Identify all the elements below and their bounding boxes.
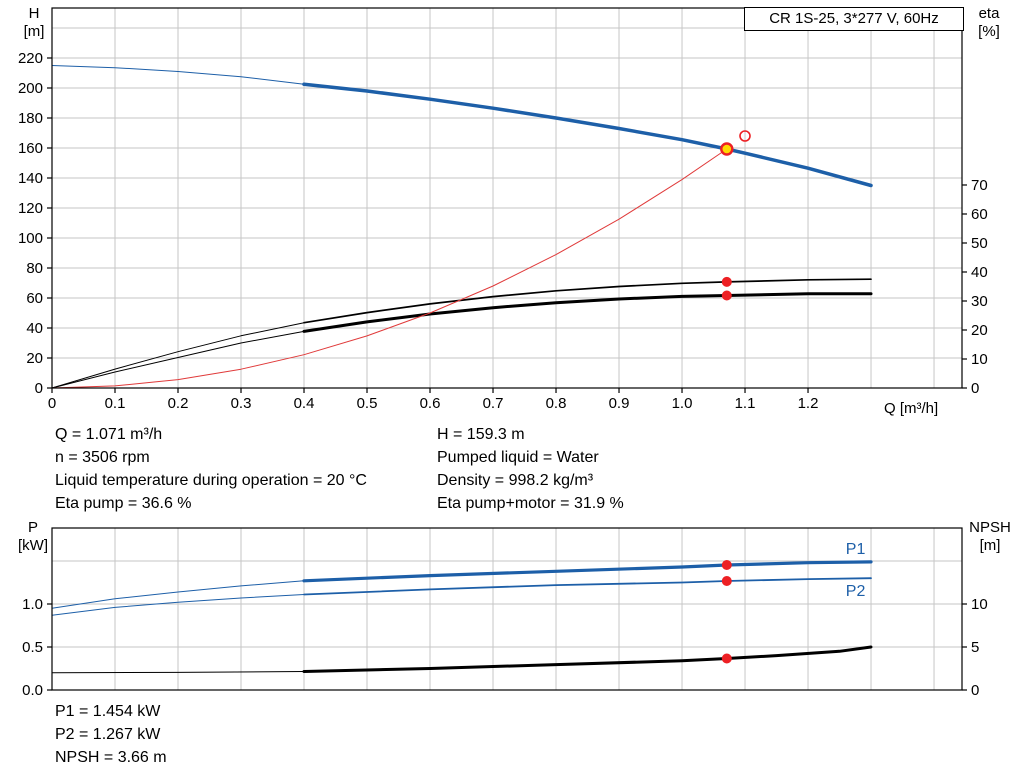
eta-axis-symbol: eta	[978, 5, 1000, 22]
head-curve	[302, 82, 873, 188]
p1-point	[721, 560, 732, 570]
info-line-liquid-temp: Liquid temperature during operation = 20…	[55, 472, 367, 489]
x-tick-label: 0.8	[546, 395, 567, 412]
right-tick-label: 10	[971, 596, 988, 613]
p1-curve	[302, 560, 873, 583]
right-tick-label: 70	[971, 177, 988, 194]
pump-title-box: CR 1S-25, 3*277 V, 60Hz	[744, 7, 964, 31]
x-tick-label: 0.1	[105, 395, 126, 412]
system-curve	[51, 148, 728, 389]
p-axis-symbol: P	[27, 519, 38, 536]
curve-label-p2: P2	[846, 583, 866, 600]
p-axis-unit: [kW]	[18, 537, 48, 554]
left-tick-label: 80	[26, 260, 43, 277]
x-tick-label: 0.6	[420, 395, 441, 412]
p-axis-label: P [kW]	[10, 519, 56, 555]
eta-pump-motor-ext	[51, 330, 305, 389]
head-curve-ext	[51, 65, 305, 85]
eta-axis-unit: [%]	[978, 23, 1000, 40]
x-tick-label: 0.3	[231, 395, 252, 412]
operating-data-left: Q = 1.071 m³/h n = 3506 rpm Liquid tempe…	[55, 423, 435, 515]
left-tick-label: 220	[18, 50, 43, 67]
npsh-axis-unit: [m]	[979, 537, 1001, 554]
npsh-axis-label: NPSH [m]	[962, 519, 1018, 555]
info-line-p2: P2 = 1.267 kW	[55, 726, 161, 743]
info-line-npsh: NPSH = 3.66 m	[55, 749, 167, 766]
x-tick-label: 0.7	[483, 395, 504, 412]
info-line-pumped-liquid: Pumped liquid = Water	[437, 449, 599, 466]
operating-data-right: H = 159.3 m Pumped liquid = Water Densit…	[437, 423, 817, 515]
curve-label-p1: P1	[846, 541, 866, 558]
right-tick-label: 40	[971, 264, 988, 281]
left-tick-label: 20	[26, 350, 43, 367]
h-axis-unit: [m]	[23, 23, 45, 40]
info-line-density: Density = 998.2 kg/m³	[437, 472, 594, 489]
right-tick-label: 0	[971, 380, 979, 397]
right-tick-label: 20	[971, 322, 988, 339]
left-tick-label: 0.0	[22, 682, 43, 699]
x-tick-label: 0	[48, 395, 56, 412]
left-tick-label: 1.0	[22, 596, 43, 613]
eta-axis-label: eta [%]	[964, 5, 1014, 41]
duty-point	[720, 142, 734, 156]
x-tick-label: 0.5	[357, 395, 378, 412]
power-data: P1 = 1.454 kW P2 = 1.267 kW NPSH = 3.66 …	[55, 700, 355, 769]
x-tick-label: 1.2	[798, 395, 819, 412]
left-tick-label: 180	[18, 110, 43, 127]
left-tick-label: 140	[18, 170, 43, 187]
left-tick-label: 60	[26, 290, 43, 307]
right-tick-label: 30	[971, 293, 988, 310]
eta-pump-curve	[303, 278, 872, 324]
p2-curve	[303, 577, 872, 596]
info-line-eta-pump: Eta pump = 36.6 %	[55, 495, 192, 512]
left-tick-label: 40	[26, 320, 43, 337]
x-tick-label: 0.9	[609, 395, 630, 412]
right-tick-label: 60	[971, 206, 988, 223]
plot-frame	[51, 527, 963, 691]
left-tick-label: 120	[18, 200, 43, 217]
npsh-point	[721, 653, 732, 664]
eta-pump-ext	[51, 322, 305, 389]
info-line-n: n = 3506 rpm	[55, 449, 150, 466]
p2-point	[721, 576, 732, 586]
h-axis-symbol: H	[28, 5, 40, 22]
p1-ext	[51, 580, 305, 609]
left-tick-label: 200	[18, 80, 43, 97]
eta-pump-motor-curve	[302, 292, 873, 333]
npsh-curve	[302, 645, 873, 673]
x-tick-label: 0.2	[168, 395, 189, 412]
info-line-q: Q = 1.071 m³/h	[55, 426, 163, 443]
left-tick-label: 100	[18, 230, 43, 247]
p2-ext	[51, 594, 305, 616]
x-tick-label: 1.0	[672, 395, 693, 412]
npsh-axis-symbol: NPSH	[969, 519, 1011, 536]
npsh-ext	[51, 671, 305, 674]
info-line-eta-pump-motor: Eta pump+motor = 31.9 %	[437, 495, 624, 512]
plot-frame	[51, 7, 963, 389]
q-axis-label: Q [m³/h]	[884, 400, 939, 417]
info-line-p1: P1 = 1.454 kW	[55, 703, 161, 720]
eta-pump-point	[721, 276, 732, 287]
rated-point	[739, 130, 751, 142]
x-tick-label: 0.4	[294, 395, 315, 412]
info-line-h: H = 159.3 m	[437, 426, 525, 443]
right-tick-label: 50	[971, 235, 988, 252]
eta-pump-motor-point	[721, 290, 732, 301]
right-tick-label: 5	[971, 639, 979, 656]
left-tick-label: 160	[18, 140, 43, 157]
x-tick-label: 1.1	[735, 395, 756, 412]
right-tick-label: 0	[971, 682, 979, 699]
left-tick-label: 0.5	[22, 639, 43, 656]
h-axis-label: H [m]	[12, 5, 56, 41]
left-tick-label: 0	[35, 380, 43, 397]
right-tick-label: 10	[971, 351, 988, 368]
